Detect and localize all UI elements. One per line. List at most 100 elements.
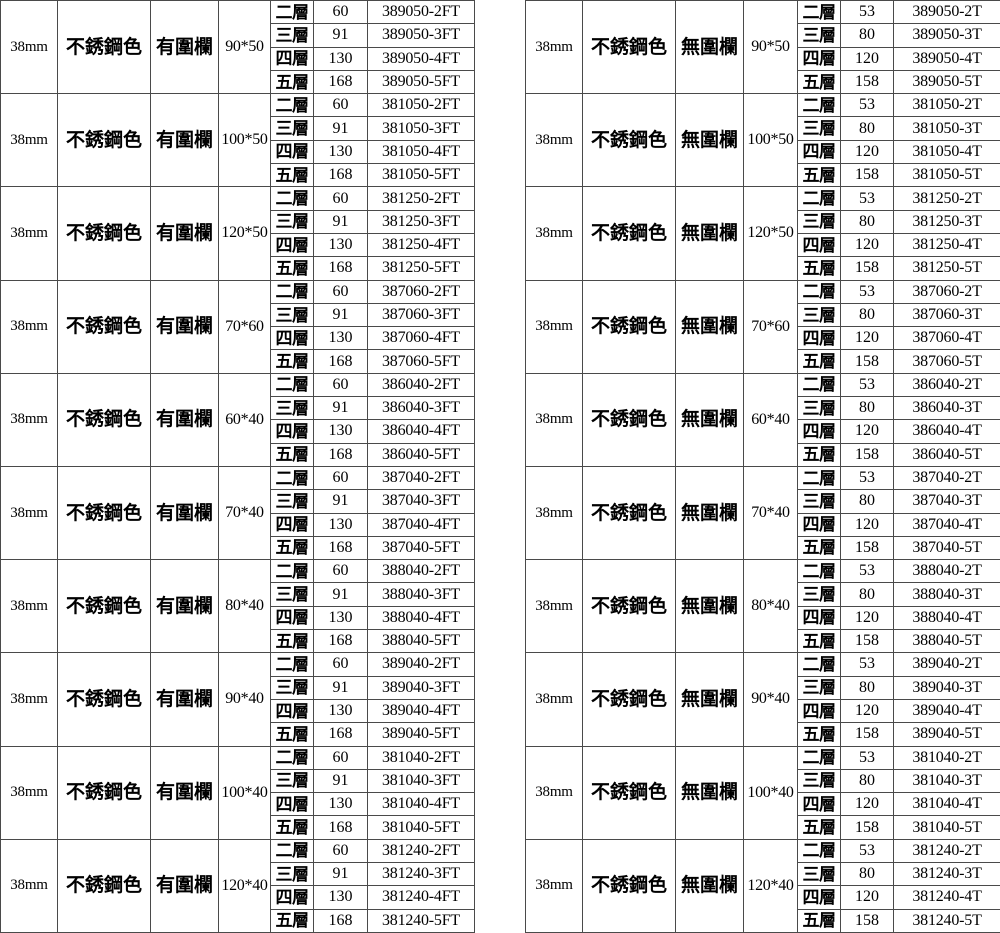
cell-model-number: 381250-5T: [894, 257, 1000, 280]
cell-layer-count: 三層: [271, 490, 314, 513]
cell-model-number: 381240-3FT: [368, 862, 475, 885]
cell-model-number: 387060-3FT: [368, 303, 475, 326]
cell-layer-count: 五層: [271, 909, 314, 932]
cell-layer-count: 二層: [798, 653, 841, 676]
cell-layer-count: 五層: [271, 350, 314, 373]
cell-model-number: 387040-2FT: [368, 466, 475, 489]
cell-model-number: 381050-5FT: [368, 164, 475, 187]
cell-load-capacity: 168: [314, 350, 368, 373]
cell-model-number: 381250-4T: [894, 233, 1000, 256]
cell-rail: 有圍欄: [151, 653, 219, 746]
cell-layer-count: 三層: [271, 397, 314, 420]
cell-model-number: 387040-4T: [894, 513, 1000, 536]
cell-layer-count: 四層: [271, 699, 314, 722]
cell-model-number: 386040-4FT: [368, 420, 475, 443]
cell-layer-count: 三層: [798, 862, 841, 885]
cell-layer-count: 五層: [798, 70, 841, 93]
cell-model-number: 381250-4FT: [368, 233, 475, 256]
cell-size: 90*40: [219, 653, 271, 746]
cell-load-capacity: 80: [841, 117, 894, 140]
cell-layer-count: 五層: [798, 257, 841, 280]
cell-layer-count: 二層: [271, 560, 314, 583]
cell-load-capacity: 91: [314, 490, 368, 513]
cell-color: 不銹鋼色: [583, 280, 676, 373]
cell-model-number: 387060-2T: [894, 280, 1000, 303]
cell-model-number: 381050-3T: [894, 117, 1000, 140]
cell-layer-count: 五層: [798, 630, 841, 653]
cell-layer-count: 五層: [271, 536, 314, 559]
cell-color: 不銹鋼色: [583, 187, 676, 280]
cell-thickness: 38mm: [526, 746, 583, 839]
cell-load-capacity: 158: [841, 350, 894, 373]
cell-model-number: 388040-4T: [894, 606, 1000, 629]
cell-layer-count: 二層: [271, 373, 314, 396]
cell-layer-count: 三層: [798, 397, 841, 420]
cell-model-number: 388040-3T: [894, 583, 1000, 606]
cell-color: 不銹鋼色: [58, 1, 151, 94]
cell-model-number: 381240-2T: [894, 839, 1000, 862]
cell-model-number: 381040-3FT: [368, 769, 475, 792]
cell-load-capacity: 91: [314, 24, 368, 47]
cell-model-number: 381250-2T: [894, 187, 1000, 210]
cell-color: 不銹鋼色: [583, 466, 676, 559]
cell-layer-count: 二層: [271, 280, 314, 303]
cell-thickness: 38mm: [1, 94, 58, 187]
cell-size: 70*60: [744, 280, 798, 373]
cell-load-capacity: 80: [841, 676, 894, 699]
cell-layer-count: 三層: [271, 676, 314, 699]
cell-model-number: 381250-2FT: [368, 187, 475, 210]
cell-model-number: 386040-2T: [894, 373, 1000, 396]
cell-model-number: 388040-2T: [894, 560, 1000, 583]
cell-layer-count: 五層: [798, 909, 841, 932]
cell-model-number: 388040-2FT: [368, 560, 475, 583]
cell-load-capacity: 91: [314, 769, 368, 792]
cell-model-number: 381040-4T: [894, 793, 1000, 816]
cell-model-number: 388040-3FT: [368, 583, 475, 606]
cell-thickness: 38mm: [526, 1, 583, 94]
cell-layer-count: 二層: [798, 746, 841, 769]
cell-model-number: 387060-5FT: [368, 350, 475, 373]
cell-rail: 有圍欄: [151, 839, 219, 932]
cell-layer-count: 四層: [798, 47, 841, 70]
cell-load-capacity: 53: [841, 373, 894, 396]
cell-model-number: 389040-5FT: [368, 723, 475, 746]
cell-model-number: 389040-2FT: [368, 653, 475, 676]
cell-load-capacity: 168: [314, 164, 368, 187]
cell-color: 不銹鋼色: [583, 746, 676, 839]
cell-model-number: 386040-4T: [894, 420, 1000, 443]
cell-load-capacity: 130: [314, 699, 368, 722]
cell-load-capacity: 158: [841, 536, 894, 559]
cell-layer-count: 五層: [798, 723, 841, 746]
cell-load-capacity: 168: [314, 630, 368, 653]
cell-model-number: 387060-2FT: [368, 280, 475, 303]
cell-layer-count: 四層: [271, 140, 314, 163]
cell-color: 不銹鋼色: [58, 746, 151, 839]
cell-layer-count: 四層: [271, 606, 314, 629]
cell-thickness: 38mm: [1, 1, 58, 94]
cell-thickness: 38mm: [526, 466, 583, 559]
cell-load-capacity: 53: [841, 653, 894, 676]
cell-size: 120*40: [744, 839, 798, 932]
cell-rail: 無圍欄: [676, 1, 744, 94]
cell-load-capacity: 120: [841, 140, 894, 163]
cell-layer-count: 三層: [271, 583, 314, 606]
cell-model-number: 386040-3T: [894, 397, 1000, 420]
cell-load-capacity: 60: [314, 839, 368, 862]
cell-load-capacity: 158: [841, 723, 894, 746]
cell-model-number: 387040-3T: [894, 490, 1000, 513]
cell-layer-count: 四層: [271, 793, 314, 816]
cell-rail: 無圍欄: [676, 839, 744, 932]
cell-load-capacity: 120: [841, 886, 894, 909]
cell-model-number: 387040-3FT: [368, 490, 475, 513]
cell-model-number: 389050-4T: [894, 47, 1000, 70]
cell-load-capacity: 80: [841, 303, 894, 326]
cell-size: 100*50: [744, 94, 798, 187]
cell-load-capacity: 80: [841, 769, 894, 792]
cell-load-capacity: 80: [841, 397, 894, 420]
